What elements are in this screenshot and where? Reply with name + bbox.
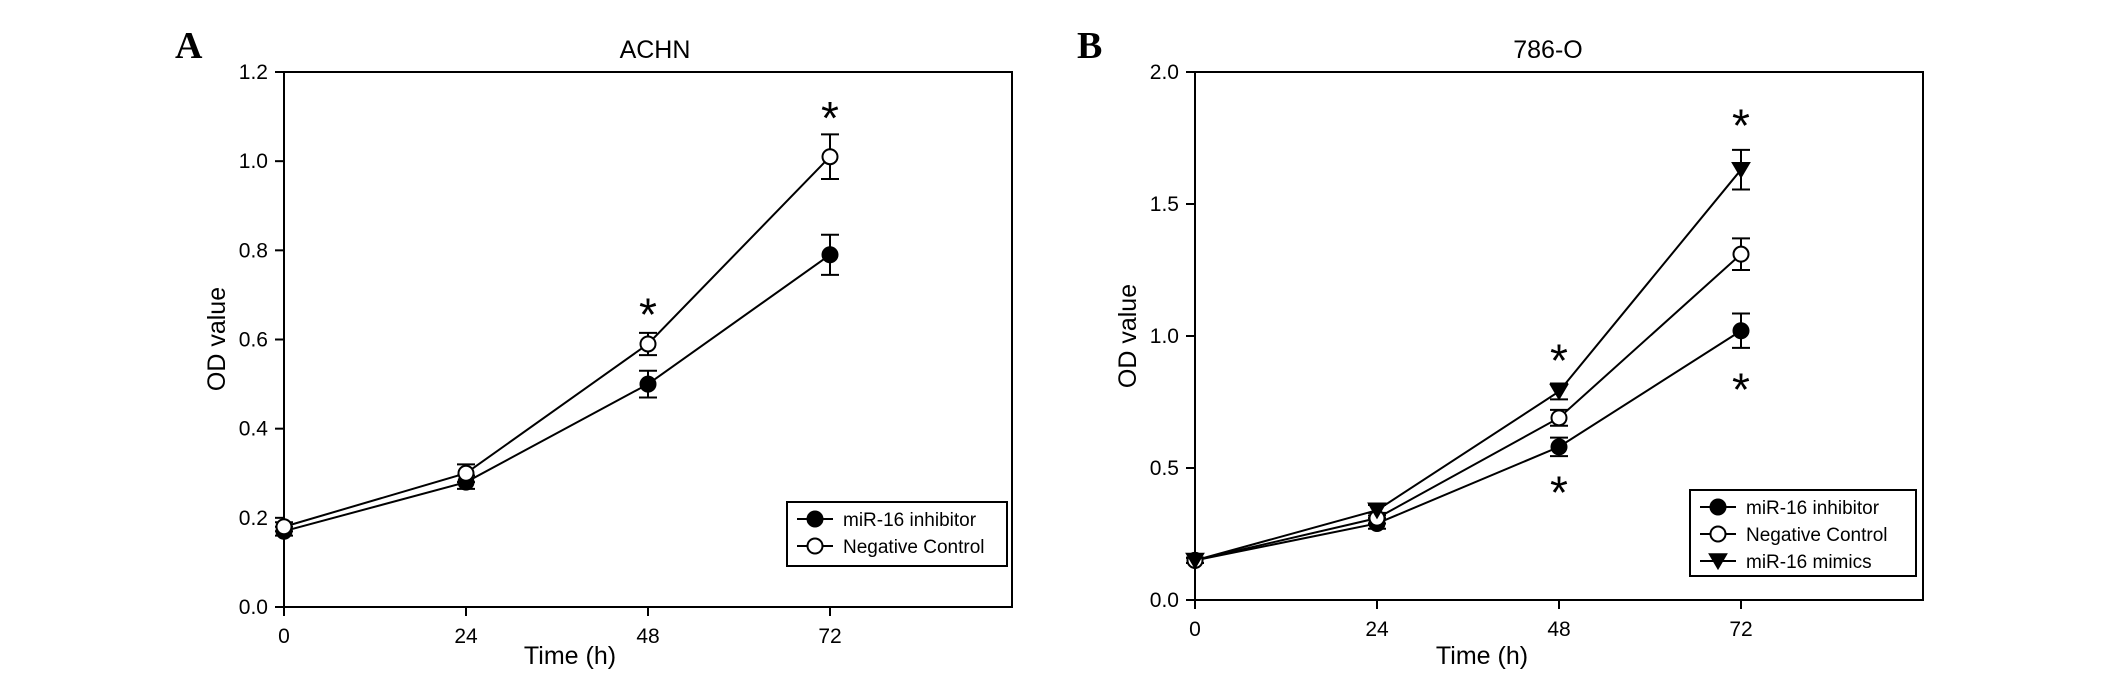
panel-a-title: ACHN [620,36,691,64]
panel-b-legend-marker [1709,525,1727,543]
panel-a-y-tick-label: 0.6 [239,329,268,352]
panel-b: B 786-O Time (h) OD value 0 24 48 72 0.0 0.5 1… [1077,25,1924,670]
panel-b-data-point [1550,438,1568,456]
panel-b-data-point [1732,245,1750,263]
panel-b-ticks: 0 24 48 72 0.0 0.5 1.0 1.5 2.0 [1150,61,1753,641]
panel-a-legend-label: Negative Control [843,537,985,558]
panel-a-y-tick-label: 0.2 [239,507,268,530]
panel-a-data-point [275,518,293,536]
panel-b-series [1185,148,1751,570]
panel-a-series-line [283,253,831,533]
panel-a-x-axis-label: Time (h) [524,642,616,670]
panel-a-x-tick-label: 0 [278,625,290,648]
panel-a-data-point [639,375,657,393]
panel-b-significance-asterisk: * [1732,364,1750,416]
panel-b-letter: B [1077,25,1102,67]
panel-b-data-point [1731,161,1751,179]
panel-b-x-axis-label: Time (h) [1436,642,1528,670]
panel-b-title: 786-O [1513,36,1582,64]
panel-b-x-tick-label: 72 [1729,618,1752,641]
panel-a-legend-box [786,501,1008,567]
panel-a-legend-marker [806,537,824,555]
panel-a-ticks: 0 24 48 72 0.0 0.2 0.4 0.6 0.8 1.0 1.2 [239,61,842,648]
panel-a-y-tick-label: 0.0 [239,596,268,619]
panel-a-legend: miR-16 inhibitor Negative Control [786,501,1008,567]
panel-b-legend-label: Negative Control [1746,525,1888,546]
panel-b-annotations: * * * * [1550,100,1750,519]
panel-b-x-tick-label: 24 [1365,618,1389,641]
panel-b-series-line [1194,253,1742,562]
panel-a-significance-asterisk: * [821,92,839,144]
panel-a-significance-asterisk: * [639,288,657,340]
panel-b-significance-asterisk: * [1550,334,1568,386]
panel-b-y-tick-label: 1.5 [1150,193,1179,216]
panel-a-x-tick-label: 24 [454,625,478,648]
panel-a-data-point [639,335,657,353]
panel-b-legend: miR-16 inhibitor Negative Control miR-16 m… [1689,489,1917,577]
panel-a-data-point [821,246,839,264]
panel-a-legend-marker [806,510,824,528]
panel-a-y-tick-label: 0.8 [239,239,268,262]
panel-b-legend-label: miR-16 mimics [1746,552,1872,573]
panel-b-data-point [1549,383,1569,401]
panel-b-legend-marker [1708,553,1728,571]
panel-a-y-tick-label: 1.0 [239,150,268,173]
panel-a-series-line [283,156,831,528]
panel-a-x-tick-label: 72 [818,625,841,648]
panel-b-data-point [1185,552,1205,570]
panel-b-y-axis-label: OD value [1114,284,1142,388]
panel-b-series-line [1194,329,1742,562]
panel-a-data-point [821,148,839,166]
panel-a-y-axis-label: OD value [203,287,231,391]
panel-b-y-tick-label: 1.0 [1150,325,1179,348]
panel-a-data-point [457,464,475,482]
panel-b-series-line [1194,169,1742,562]
panel-a-series [275,133,839,540]
panel-b-data-point [1732,322,1750,340]
panel-a: A ACHN Time (h) OD value 0 24 48 72 0.0 0.2 0.… [175,25,1013,670]
panel-a-annotations: ** [639,92,839,340]
panel-a-x-tick-label: 48 [636,625,659,648]
panel-a-y-tick-label: 1.2 [239,61,268,84]
panel-a-legend-label: miR-16 inhibitor [843,510,977,531]
panel-b-y-tick-label: 0.5 [1150,457,1179,480]
panel-b-x-tick-label: 0 [1189,618,1201,641]
panel-b-x-tick-label: 48 [1547,618,1570,641]
panel-a-y-tick-label: 0.4 [239,418,269,441]
panel-b-legend-marker [1709,498,1727,516]
panel-b-legend-label: miR-16 inhibitor [1746,498,1880,519]
panel-b-data-point [1367,502,1387,520]
panel-b-data-point [1550,409,1568,427]
panel-a-letter: A [175,25,203,67]
panel-b-y-tick-label: 0.0 [1150,589,1179,612]
panel-b-significance-asterisk: * [1550,466,1568,518]
panel-b-y-tick-label: 2.0 [1150,61,1179,84]
panel-b-significance-asterisk: * [1732,100,1750,152]
